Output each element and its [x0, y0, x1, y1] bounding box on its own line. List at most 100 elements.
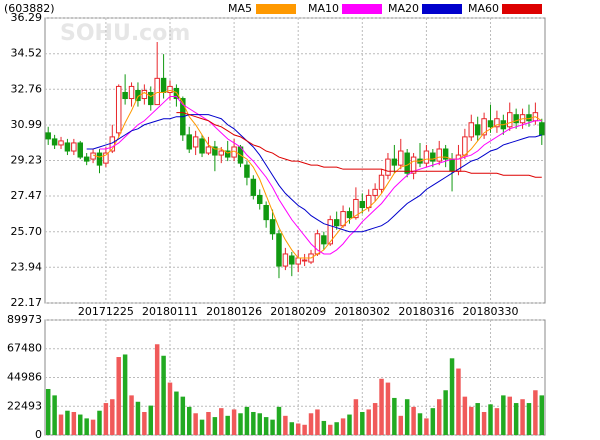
volume-bar	[494, 408, 500, 435]
candle-body	[410, 156, 417, 174]
volume-bar	[84, 418, 89, 435]
candle-body	[391, 158, 398, 166]
candle-body	[436, 148, 442, 162]
y-tick-label: 0	[35, 428, 42, 440]
volume-bar	[110, 399, 115, 435]
y-tick-label: 34.52	[11, 47, 43, 60]
volume-bar	[238, 413, 243, 435]
x-tick-label: 20171225	[78, 305, 134, 318]
candle-body	[77, 142, 83, 158]
volume-bar	[315, 409, 320, 435]
volume-bar	[52, 395, 57, 435]
volume-bar	[283, 415, 288, 435]
volume-bar	[328, 424, 333, 435]
volume-bar	[462, 396, 468, 435]
candle-body	[141, 89, 148, 100]
volume-bar	[321, 420, 327, 435]
volume-bar	[475, 403, 480, 435]
volume-bar	[193, 413, 198, 435]
volume-bar	[244, 406, 250, 435]
candle-body	[212, 146, 218, 156]
volume-bar	[161, 355, 166, 435]
volume-bar	[90, 419, 96, 435]
volume-bar	[270, 419, 275, 435]
volume-bar	[71, 411, 77, 435]
candle-body	[64, 142, 71, 152]
volume-bar	[507, 396, 512, 435]
candle-body	[282, 253, 289, 267]
y-tick-label: 25.70	[11, 225, 43, 238]
volume-bar	[167, 382, 173, 435]
volume-bar	[360, 411, 365, 435]
x-tick-label: 20180209	[270, 305, 326, 318]
candle-body	[289, 255, 295, 265]
candle-body	[404, 152, 410, 174]
candle-body	[96, 152, 103, 166]
volume-bar	[340, 418, 346, 435]
volume-bar	[58, 414, 64, 435]
candle-body	[372, 188, 378, 196]
volume-bar	[97, 410, 102, 435]
candle-body	[103, 152, 109, 164]
candle-body	[353, 198, 359, 219]
candle-body	[122, 91, 128, 100]
volume-bar	[206, 411, 211, 435]
candle-body	[474, 124, 481, 136]
volume-bar	[456, 368, 461, 435]
y-tick-label: 89973	[7, 313, 42, 326]
volume-bar	[225, 415, 230, 435]
volume-bar	[129, 395, 134, 435]
candle-body	[494, 118, 500, 128]
x-tick-label: 20180302	[334, 305, 390, 318]
volume-bar	[308, 413, 314, 435]
y-tick-label: 23.94	[11, 260, 43, 273]
candle-body	[276, 233, 282, 267]
candle-body	[218, 150, 225, 156]
y-tick-label: 29.23	[11, 154, 43, 167]
y-tick-label: 36.29	[11, 11, 43, 24]
candle-body	[359, 200, 366, 209]
candle-body	[71, 142, 77, 152]
legend-label: MA60	[468, 2, 499, 15]
volume-bar	[78, 414, 83, 435]
candle-body	[154, 77, 160, 106]
x-tick-label: 20180316	[398, 305, 454, 318]
candle-body	[327, 219, 333, 245]
ma-line	[92, 89, 543, 259]
ma-line	[86, 114, 542, 233]
candle-body	[385, 158, 391, 176]
volume-bar	[353, 399, 359, 435]
candle-body	[423, 150, 430, 164]
candle-body	[128, 85, 135, 100]
volume-bar	[488, 404, 493, 435]
candle-body	[250, 178, 257, 196]
candle-body	[115, 85, 122, 134]
volume-bar	[430, 408, 436, 435]
volume-bar	[533, 390, 538, 435]
volume-bar	[295, 423, 301, 435]
volume-bar	[347, 414, 352, 435]
volume-bar	[469, 406, 474, 435]
candle-body	[301, 259, 308, 262]
ma-line	[99, 96, 542, 255]
volume-bar	[219, 408, 224, 435]
candle-body	[378, 174, 385, 190]
y-tick-label: 22493	[7, 399, 42, 412]
volume-bar	[398, 415, 404, 435]
candle-body	[430, 152, 436, 162]
volume-bar	[186, 406, 192, 435]
candle-body	[507, 112, 513, 128]
legend-swatch	[502, 4, 542, 14]
x-tick-label: 20180126	[206, 305, 262, 318]
volume-bar	[404, 399, 410, 435]
candle-body	[462, 136, 468, 156]
candle-body	[45, 132, 51, 140]
legend-label: MA10	[308, 2, 339, 15]
volume-bar	[481, 411, 487, 435]
volume-bar	[142, 411, 147, 435]
volume-bar	[199, 419, 205, 435]
candle-body	[205, 146, 212, 154]
candle-body	[295, 257, 301, 265]
candle-body	[449, 158, 455, 172]
